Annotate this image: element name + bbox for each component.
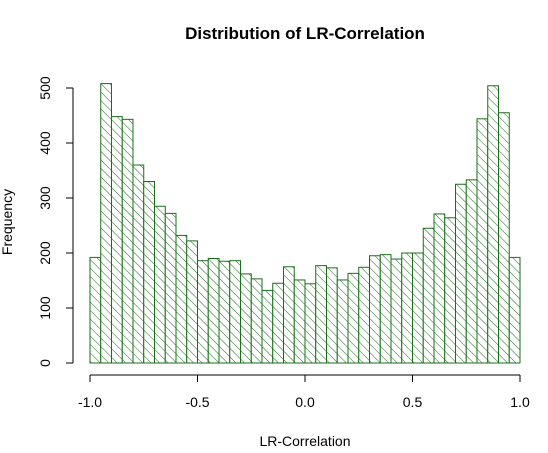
- histogram-bar: [390, 258, 403, 364]
- histogram-bar: [186, 240, 198, 364]
- histogram-bar: [154, 205, 166, 364]
- histogram-bar: [358, 266, 370, 364]
- y-tick-label: 400: [37, 131, 53, 155]
- histogram-bar: [197, 260, 209, 364]
- histogram-bar: [347, 272, 360, 364]
- x-tick-label: -1.0: [78, 394, 102, 410]
- histogram-bar: [111, 116, 123, 364]
- y-axis-label: Frequency: [0, 189, 15, 255]
- histogram-bar: [304, 283, 317, 364]
- histogram-bar: [250, 278, 263, 364]
- histogram-bar: [422, 227, 435, 364]
- histogram-bar: [89, 256, 102, 364]
- histogram-bar: [465, 179, 478, 364]
- x-tick-label: 1.0: [510, 394, 530, 410]
- histogram-bar: [143, 181, 155, 364]
- histogram-bar: [433, 213, 446, 364]
- histogram-bar: [283, 266, 295, 364]
- x-axis-label: LR-Correlation: [259, 433, 350, 449]
- histogram-bar: [444, 217, 456, 364]
- histogram-bar: [412, 252, 424, 364]
- histogram-bar: [132, 164, 145, 364]
- histogram-bar: [369, 255, 381, 364]
- histogram-bar: [218, 260, 231, 364]
- histogram-bar: [272, 282, 284, 364]
- histogram-bar: [326, 267, 338, 364]
- y-tick-label: 100: [37, 296, 53, 320]
- x-axis: -1.0 -0.5 0.0 0.5 1.0: [78, 374, 530, 410]
- histogram-bar: [455, 183, 467, 364]
- histogram-bar: [401, 252, 413, 364]
- histogram-bar: [164, 212, 177, 364]
- y-axis: 0 100 200 300 400 500: [37, 76, 74, 367]
- histogram-bar: [240, 273, 252, 364]
- histogram-bar: [261, 289, 274, 364]
- histogram-bar: [121, 118, 134, 364]
- y-tick-label: 200: [37, 241, 53, 265]
- histogram-bar: [336, 279, 349, 364]
- histogram-bar: [207, 258, 220, 364]
- histogram-bar: [229, 260, 241, 364]
- bars-group: [89, 83, 521, 364]
- y-tick-label: 300: [37, 186, 53, 210]
- x-tick-label: 0.0: [295, 394, 315, 410]
- chart-title: Distribution of LR-Correlation: [185, 24, 425, 43]
- histogram-bar: [498, 112, 510, 364]
- histogram-bar: [508, 256, 521, 364]
- histogram-bar: [379, 254, 392, 364]
- histogram-bar: [100, 83, 112, 364]
- x-tick-label: -0.5: [185, 394, 209, 410]
- x-tick-label: 0.5: [403, 394, 423, 410]
- y-tick-label: 0: [37, 359, 53, 367]
- histogram-bar: [487, 85, 499, 364]
- histogram-bar: [476, 118, 489, 364]
- y-tick-label: 500: [37, 76, 53, 100]
- histogram-bar: [293, 279, 306, 364]
- histogram-bar: [315, 265, 327, 364]
- histogram-bar: [175, 234, 188, 364]
